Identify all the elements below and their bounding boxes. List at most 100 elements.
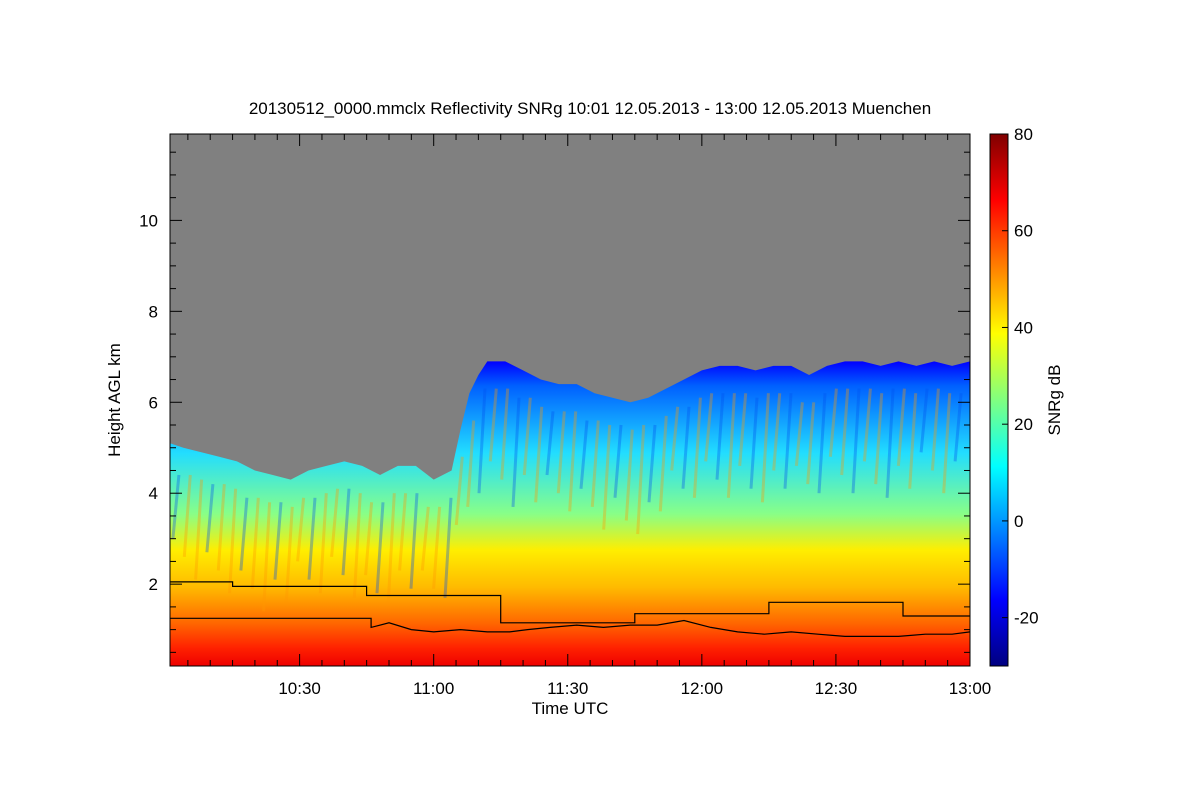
colorbar-tick-label: 60 — [1014, 222, 1033, 241]
fall-streak — [783, 393, 793, 489]
fall-streak — [704, 393, 714, 462]
fall-streak — [636, 424, 646, 535]
fall-streak — [228, 488, 238, 594]
fall-streak — [624, 429, 634, 521]
fall-streak — [874, 393, 884, 485]
fall-streak — [942, 393, 952, 494]
colorbar: -20 0 20 40 60 80 SNRg dB — [989, 125, 1064, 667]
fall-streak — [239, 497, 249, 571]
fall-streak — [194, 479, 204, 580]
fall-streak — [477, 388, 487, 494]
fall-streak — [307, 497, 317, 580]
fall-streak — [851, 388, 861, 494]
fall-streak — [488, 388, 498, 462]
fall-streak — [817, 393, 827, 494]
y-axis: 2 4 6 8 10 — [139, 151, 970, 653]
fall-streaks — [171, 388, 963, 612]
x-tick-label: 12:00 — [681, 679, 724, 698]
x-tick-label: 12:30 — [815, 679, 858, 698]
chart-title: 20130512_0000.mmclx Reflectivity SNRg 10… — [249, 99, 931, 118]
cloud-reflectivity-area — [170, 361, 970, 666]
fall-streak — [862, 388, 872, 462]
fall-streak — [409, 493, 419, 589]
fall-streak — [534, 406, 544, 503]
fall-streak — [828, 388, 838, 457]
fall-streak — [908, 393, 918, 489]
colorbar-tick-label: 20 — [1014, 415, 1033, 434]
x-tick-label: 11:00 — [413, 679, 454, 698]
fall-streak — [919, 388, 929, 453]
fall-streak — [602, 424, 612, 530]
fall-streak — [749, 397, 759, 489]
colorbar-tick-label: 80 — [1014, 125, 1033, 144]
plot-frame — [169, 133, 971, 667]
fall-streak — [590, 420, 600, 508]
fall-streak — [454, 456, 464, 526]
fall-streak — [511, 397, 521, 507]
fall-streak — [726, 393, 736, 498]
fall-streak — [296, 497, 306, 562]
x-axis: 10:30 11:00 11:30 12:00 12:30 13:00 — [187, 134, 992, 698]
fall-streak — [613, 424, 623, 498]
fall-streak — [330, 488, 340, 558]
fall-streak — [398, 493, 408, 571]
fall-streak — [443, 497, 453, 598]
colorbar-label: SNRg dB — [1045, 365, 1064, 436]
colorbar-ticks: -20 0 20 40 60 80 — [1002, 125, 1039, 628]
fall-streak — [806, 402, 816, 485]
fall-streak — [953, 393, 963, 462]
step-line-upper — [170, 581, 970, 624]
x-tick-label: 11:30 — [547, 679, 588, 698]
fall-streak — [432, 506, 442, 589]
fall-streak — [364, 502, 374, 576]
fall-streak — [250, 497, 260, 589]
y-tick-label: 6 — [149, 393, 158, 412]
fall-streak — [885, 388, 895, 498]
fall-streak — [545, 411, 555, 476]
fall-streak — [658, 415, 668, 512]
fall-streak — [500, 388, 510, 480]
fall-streak — [840, 388, 850, 476]
fall-streak — [341, 488, 351, 576]
fall-streak — [568, 411, 578, 512]
fall-streak — [205, 483, 215, 553]
fall-streak — [681, 406, 691, 489]
fall-streak — [466, 420, 476, 508]
fall-streak — [171, 474, 181, 539]
x-tick-label: 13:00 — [949, 679, 992, 698]
fall-streak — [647, 424, 657, 503]
fall-streak — [692, 397, 702, 498]
fall-streak — [182, 474, 192, 558]
x-tick-label: 10:30 — [278, 679, 321, 698]
fall-streak — [375, 502, 385, 594]
y-tick-label: 10 — [139, 211, 158, 230]
fall-streak — [386, 493, 396, 603]
fall-streak — [262, 502, 272, 612]
step-line-lower — [170, 617, 970, 637]
colorbar-tick-label: 0 — [1014, 512, 1023, 531]
colorbar-tick-label: 40 — [1014, 318, 1033, 337]
fall-streak — [896, 388, 906, 467]
colorbar-tick-label: -20 — [1014, 609, 1039, 628]
fall-streak — [318, 493, 328, 594]
fall-streak — [715, 393, 725, 480]
fall-streak — [772, 393, 782, 471]
fall-streak — [216, 483, 226, 571]
x-axis-label: Time UTC — [532, 699, 609, 718]
y-axis-label: Height AGL km — [105, 343, 124, 457]
fall-streak — [738, 393, 748, 467]
plot-area — [170, 134, 970, 666]
fall-streak — [930, 388, 940, 471]
y-tick-label: 8 — [149, 302, 158, 321]
colorbar-gradient — [989, 133, 1009, 667]
y-tick-label: 2 — [149, 575, 158, 594]
y-tick-label: 4 — [149, 484, 158, 503]
fall-streak — [522, 397, 532, 476]
fall-streak — [556, 411, 566, 494]
fall-streak — [352, 493, 362, 598]
fall-streak — [760, 393, 770, 503]
fall-streak — [794, 402, 804, 467]
fall-streak — [670, 406, 680, 471]
fall-streak — [579, 420, 589, 489]
